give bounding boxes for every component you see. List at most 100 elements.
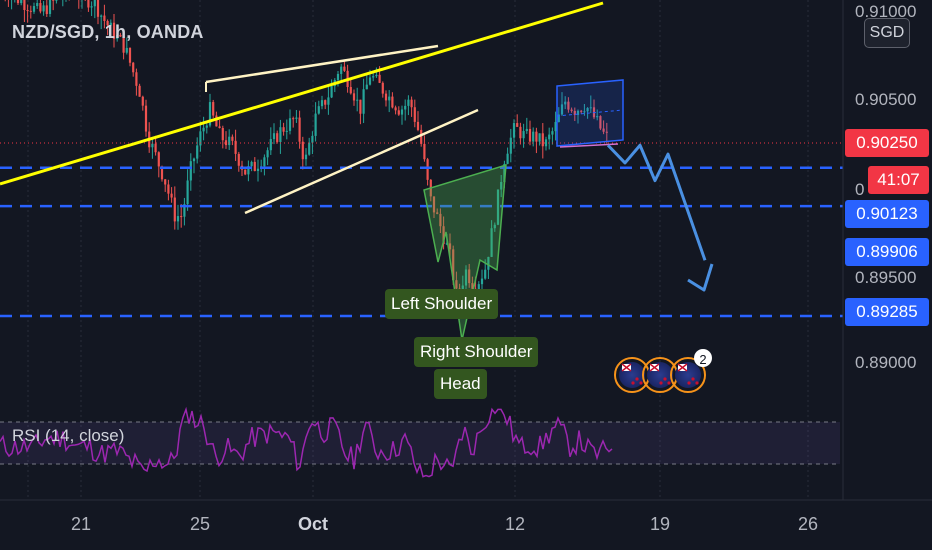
candle-body <box>263 157 266 167</box>
candle-body <box>464 269 468 286</box>
candle-body <box>180 216 183 218</box>
candle-body <box>119 34 122 37</box>
candle-body <box>26 10 29 12</box>
candle-body <box>586 108 589 112</box>
candle-body <box>87 0 90 8</box>
currency-button[interactable]: SGD <box>864 18 910 48</box>
candle-body <box>164 179 167 185</box>
candle-body <box>381 82 384 94</box>
rsi-line <box>0 406 613 478</box>
candle-body <box>455 280 458 289</box>
candle-body <box>122 36 125 53</box>
candle-body <box>269 139 272 151</box>
candle-body <box>167 184 170 194</box>
candle-body <box>20 0 23 4</box>
candle-body <box>375 74 378 77</box>
left-shoulder-label[interactable]: Left Shoulder <box>385 289 499 319</box>
candle-body <box>423 143 426 160</box>
candle-body <box>157 152 160 167</box>
candle-body <box>135 72 138 86</box>
candle-body <box>368 77 372 85</box>
time-gridlines <box>27 0 809 500</box>
candle-body <box>221 128 224 141</box>
candle-body <box>503 163 506 182</box>
candle-body <box>23 0 26 11</box>
candle-body <box>154 143 157 153</box>
candle-body <box>359 99 362 114</box>
candle-body <box>365 84 368 90</box>
candle-body <box>372 76 375 78</box>
nz-flag-icon[interactable] <box>614 357 650 393</box>
trendline-yellow[interactable] <box>0 1 604 186</box>
candle-body <box>493 224 496 229</box>
candle-body <box>311 135 314 143</box>
right-shoulder-label[interactable]: Right Shoulder <box>414 337 539 367</box>
candle-body <box>554 121 557 132</box>
candle-body <box>448 243 452 250</box>
candle-body <box>16 0 20 4</box>
candle-body <box>426 159 429 180</box>
candle-body <box>279 127 282 142</box>
candle-body <box>602 128 605 132</box>
candle-body <box>445 243 448 245</box>
candle-body <box>413 107 416 122</box>
candle-body <box>362 89 365 114</box>
candle-body <box>199 131 202 146</box>
candle-body <box>519 126 522 139</box>
candle-body <box>506 153 509 164</box>
price-label: 0.91000 <box>855 2 917 21</box>
head-label[interactable]: Head <box>434 369 487 399</box>
candle-body <box>551 131 554 135</box>
candle-body <box>160 166 164 180</box>
candle-body <box>330 86 333 98</box>
candle-body <box>202 127 205 132</box>
nz-flag-icon[interactable] <box>642 357 678 393</box>
candle-body <box>580 110 583 112</box>
rsi-band <box>0 422 840 464</box>
candle-body <box>439 213 442 227</box>
candle-body <box>205 125 208 128</box>
candle-body <box>567 101 570 110</box>
candle-body <box>468 269 471 284</box>
nz-flag-icon[interactable] <box>670 357 706 393</box>
price-label: 0.89500 <box>855 268 917 287</box>
level-tag: 0.90123 <box>845 200 929 228</box>
time-label: Oct <box>297 514 329 534</box>
event-count-text: 2 <box>699 352 706 367</box>
candle-body <box>93 0 96 7</box>
symbol-title[interactable]: NZD/SGD, 1h, OANDA <box>12 22 204 42</box>
candle-body <box>36 3 39 7</box>
candle-body <box>352 93 356 101</box>
candle-body <box>276 133 279 142</box>
candle-body <box>391 96 394 108</box>
level-tag: 0.89906 <box>845 238 929 266</box>
time-label: 12 <box>504 514 526 534</box>
wedge-lower-line[interactable] <box>244 108 479 215</box>
time-label: 26 <box>797 514 819 534</box>
candle-body <box>247 166 250 175</box>
candle-body <box>256 168 260 172</box>
candle-body <box>266 150 269 158</box>
candle-body <box>509 137 512 154</box>
candle-body <box>420 129 423 144</box>
candle-body <box>39 3 42 12</box>
candle-body <box>535 131 538 142</box>
candle-body <box>599 116 602 129</box>
rsi-label[interactable]: RSI (14, close) <box>12 426 125 445</box>
economic-events[interactable]: 2 <box>614 349 712 393</box>
candle-body <box>215 115 218 127</box>
flag-mid-line <box>556 109 624 117</box>
wedge-upper-line[interactable] <box>205 44 439 84</box>
candle-body <box>144 105 148 132</box>
candle-body <box>151 143 154 148</box>
candle-body <box>400 109 404 115</box>
candle-body <box>487 256 490 270</box>
candle-body <box>55 0 58 1</box>
projection-arrow[interactable] <box>606 143 707 261</box>
candle-body <box>576 110 580 115</box>
candle-body <box>103 15 106 21</box>
candle-body <box>196 145 199 159</box>
candle-body <box>560 104 564 115</box>
flag-channel <box>556 79 624 147</box>
